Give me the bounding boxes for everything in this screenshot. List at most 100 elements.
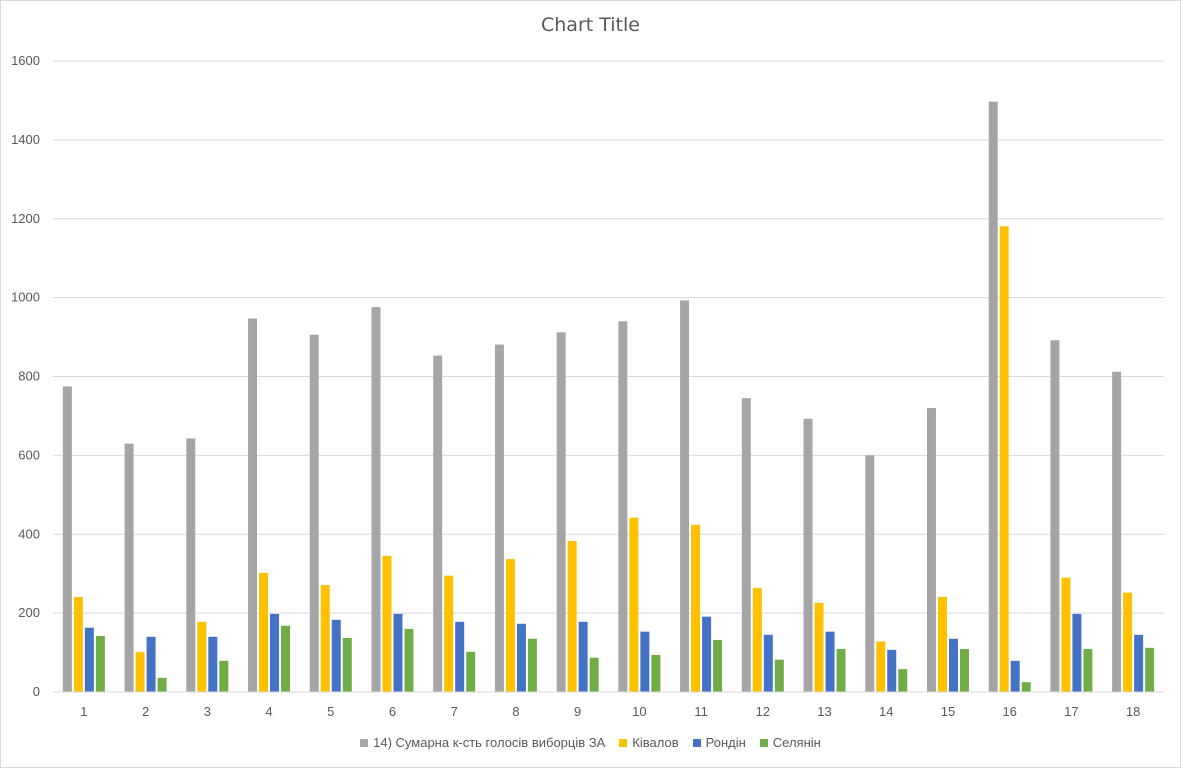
x-tick-label: 17 — [1064, 704, 1078, 719]
legend-swatch — [360, 738, 369, 747]
y-tick-label: 600 — [18, 447, 40, 462]
bar-series-1-cat-6 — [371, 307, 381, 692]
bar-series-3-cat-12 — [763, 634, 773, 692]
legend-swatch — [619, 738, 628, 747]
bar-series-1-cat-14 — [865, 455, 875, 692]
bar-series-2-cat-3 — [197, 621, 207, 692]
x-tick-label: 1 — [80, 704, 87, 719]
bar-series-2-cat-5 — [320, 585, 330, 692]
bar-series-3-cat-10 — [640, 631, 650, 692]
bar-series-3-cat-9 — [578, 621, 588, 692]
bar-series-4-cat-9 — [589, 657, 599, 692]
bar-series-1-cat-4 — [248, 318, 258, 692]
bar-series-4-cat-3 — [219, 660, 229, 692]
bar-series-4-cat-6 — [404, 628, 414, 692]
y-tick-label: 400 — [18, 526, 40, 541]
legend: 14) Сумарна к-сть голосів виборців ЗА Ків… — [0, 735, 1181, 750]
bar-series-4-cat-4 — [281, 625, 291, 692]
bar-series-4-cat-1 — [95, 635, 105, 692]
gridlines — [53, 60, 1164, 693]
y-tick-label: 1400 — [11, 132, 40, 147]
bar-series-3-cat-6 — [393, 613, 403, 692]
legend-label: Рондін — [705, 735, 746, 750]
bar-series-2-cat-7 — [444, 575, 454, 692]
x-tick-label: 18 — [1126, 704, 1140, 719]
bar-series-2-cat-4 — [259, 572, 269, 692]
legend-label: Селянін — [772, 735, 821, 750]
bar-series-1-cat-1 — [62, 386, 72, 692]
y-tick-label: 0 — [33, 684, 40, 699]
bar-series-3-cat-1 — [84, 627, 94, 692]
bar-series-3-cat-7 — [455, 621, 465, 692]
bar-series-2-cat-15 — [937, 596, 947, 692]
bar-series-1-cat-5 — [309, 334, 319, 692]
bar-series-1-cat-7 — [433, 355, 443, 692]
x-tick-label: 6 — [389, 704, 396, 719]
bar-series-4-cat-18 — [1145, 647, 1155, 692]
bar-series-1-cat-2 — [124, 443, 134, 692]
legend-item: 14) Сумарна к-сть голосів виборців ЗА — [360, 735, 605, 750]
bar-series-2-cat-13 — [814, 602, 824, 692]
bar-series-3-cat-3 — [208, 636, 218, 692]
bar-series-3-cat-8 — [516, 623, 526, 692]
bar-series-4-cat-13 — [836, 649, 846, 692]
bar-series-2-cat-11 — [691, 524, 701, 692]
bar-series-2-cat-6 — [382, 555, 392, 692]
bar-series-3-cat-16 — [1010, 660, 1020, 692]
legend-swatch — [692, 738, 701, 747]
bar-series-1-cat-3 — [186, 438, 196, 692]
x-tick-label: 12 — [756, 704, 770, 719]
bar-series-1-cat-11 — [680, 300, 690, 692]
x-tick-label: 5 — [327, 704, 334, 719]
bar-series-1-cat-12 — [741, 398, 751, 692]
chart-title: Chart Title — [541, 14, 640, 36]
bar-series-1-cat-8 — [494, 344, 504, 692]
y-tick-label: 1600 — [11, 53, 40, 68]
bar-series-4-cat-16 — [1021, 682, 1031, 692]
y-tick-label: 1200 — [11, 211, 40, 226]
bar-series-4-cat-5 — [342, 637, 352, 692]
x-tick-label: 15 — [941, 704, 955, 719]
x-tick-label: 4 — [265, 704, 272, 719]
bar-series-2-cat-18 — [1123, 592, 1133, 692]
x-tick-label: 9 — [574, 704, 581, 719]
bar-series-3-cat-13 — [825, 631, 835, 692]
legend-swatch — [759, 738, 768, 747]
x-tick-label: 13 — [817, 704, 831, 719]
bar-series-3-cat-17 — [1072, 613, 1082, 692]
bar-series-4-cat-14 — [898, 669, 908, 692]
legend-item: Рондін — [692, 735, 746, 750]
bar-series-3-cat-2 — [146, 636, 156, 692]
x-tick-label: 7 — [451, 704, 458, 719]
bars — [62, 101, 1155, 693]
x-tick-label: 11 — [694, 704, 708, 719]
x-tick-label: 2 — [142, 704, 149, 719]
legend-label: Ківалов — [632, 735, 679, 750]
x-tick-label: 3 — [204, 704, 211, 719]
bar-series-2-cat-9 — [567, 540, 577, 692]
bar-series-1-cat-10 — [618, 321, 628, 692]
bar-series-1-cat-15 — [926, 408, 936, 692]
bar-series-2-cat-10 — [629, 517, 639, 692]
x-tick-label: 14 — [879, 704, 893, 719]
bar-series-1-cat-17 — [1050, 340, 1060, 692]
y-tick-label: 800 — [18, 369, 40, 384]
bar-series-1-cat-16 — [988, 101, 998, 693]
legend-item: Ківалов — [619, 735, 679, 750]
bar-series-2-cat-14 — [876, 641, 886, 692]
y-tick-label: 1000 — [11, 290, 40, 305]
bar-series-2-cat-8 — [505, 559, 515, 692]
bar-series-1-cat-9 — [556, 332, 566, 692]
bar-series-3-cat-5 — [331, 619, 341, 692]
bar-series-1-cat-13 — [803, 418, 813, 692]
bar-series-1-cat-18 — [1112, 371, 1122, 692]
legend-item: Селянін — [759, 735, 821, 750]
bar-series-4-cat-10 — [651, 654, 661, 692]
bar-series-2-cat-1 — [73, 596, 83, 692]
bar-series-2-cat-12 — [752, 587, 762, 692]
bar-series-2-cat-16 — [999, 226, 1009, 693]
bar-series-3-cat-15 — [948, 638, 958, 692]
bar-series-4-cat-15 — [959, 649, 969, 692]
